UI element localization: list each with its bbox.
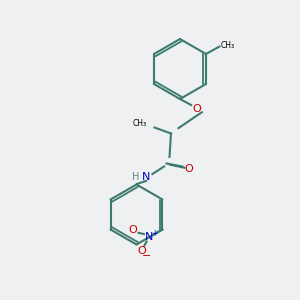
Text: CH₃: CH₃ [133, 119, 147, 128]
Text: O: O [184, 164, 194, 175]
Text: CH₃: CH₃ [220, 41, 235, 50]
Text: +: + [152, 229, 158, 238]
Text: O: O [128, 225, 137, 236]
Text: H: H [132, 172, 140, 182]
Text: −: − [142, 251, 152, 261]
Text: O: O [192, 103, 201, 114]
Text: O: O [137, 246, 146, 256]
Text: N: N [145, 232, 153, 242]
Text: N: N [142, 172, 150, 182]
